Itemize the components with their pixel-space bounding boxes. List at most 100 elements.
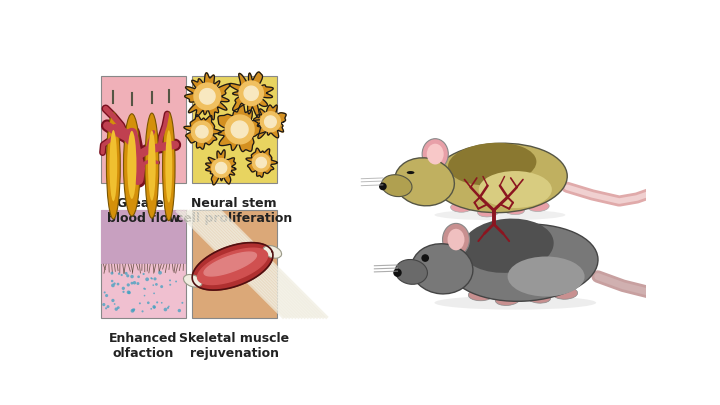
Polygon shape: [216, 162, 227, 173]
Circle shape: [111, 284, 114, 287]
Circle shape: [117, 306, 120, 309]
Polygon shape: [231, 121, 248, 138]
Polygon shape: [225, 115, 254, 144]
Ellipse shape: [127, 131, 137, 199]
Polygon shape: [199, 89, 215, 104]
Circle shape: [181, 302, 184, 304]
Ellipse shape: [495, 294, 520, 305]
Circle shape: [111, 280, 114, 282]
Circle shape: [114, 307, 118, 311]
Circle shape: [150, 277, 152, 279]
Polygon shape: [253, 105, 286, 139]
Polygon shape: [204, 252, 256, 276]
Text: Greater
blood flow: Greater blood flow: [107, 197, 180, 225]
Polygon shape: [265, 116, 276, 128]
Circle shape: [105, 294, 108, 297]
Polygon shape: [246, 148, 277, 177]
Ellipse shape: [434, 209, 565, 220]
Text: Skeletal muscle
rejuvenation: Skeletal muscle rejuvenation: [179, 332, 289, 360]
Circle shape: [130, 282, 133, 285]
Ellipse shape: [528, 201, 549, 211]
Circle shape: [145, 277, 149, 281]
Circle shape: [127, 290, 130, 294]
Ellipse shape: [448, 224, 598, 301]
Circle shape: [127, 291, 131, 294]
Circle shape: [122, 287, 125, 290]
Polygon shape: [196, 126, 208, 138]
Circle shape: [127, 284, 130, 286]
Polygon shape: [229, 72, 273, 118]
Circle shape: [132, 281, 136, 284]
Circle shape: [112, 299, 114, 302]
Ellipse shape: [526, 292, 551, 303]
Polygon shape: [192, 243, 273, 290]
Bar: [192, 210, 276, 318]
Polygon shape: [256, 158, 266, 168]
Ellipse shape: [166, 130, 172, 202]
Circle shape: [144, 295, 145, 296]
Bar: [101, 210, 186, 264]
Ellipse shape: [468, 289, 493, 301]
Circle shape: [421, 254, 429, 262]
Ellipse shape: [462, 219, 554, 273]
Circle shape: [125, 272, 127, 275]
Ellipse shape: [508, 256, 585, 296]
Circle shape: [178, 309, 181, 312]
Ellipse shape: [395, 260, 428, 284]
Ellipse shape: [163, 112, 175, 221]
Circle shape: [168, 306, 170, 307]
Ellipse shape: [503, 205, 524, 215]
Text: Enhanced
olfaction: Enhanced olfaction: [109, 332, 178, 360]
Circle shape: [120, 274, 123, 276]
Circle shape: [107, 305, 109, 308]
Circle shape: [105, 307, 107, 309]
Circle shape: [158, 271, 162, 275]
Ellipse shape: [427, 144, 444, 164]
Ellipse shape: [422, 139, 449, 169]
Bar: [101, 76, 186, 183]
Polygon shape: [252, 153, 270, 171]
Polygon shape: [244, 86, 258, 100]
Ellipse shape: [434, 296, 596, 310]
Circle shape: [114, 303, 115, 305]
Polygon shape: [184, 73, 230, 120]
Ellipse shape: [124, 114, 140, 216]
Ellipse shape: [107, 112, 120, 219]
Circle shape: [155, 283, 158, 286]
Circle shape: [169, 284, 171, 286]
Circle shape: [130, 275, 134, 278]
Circle shape: [161, 302, 163, 304]
Circle shape: [122, 291, 125, 293]
Circle shape: [137, 282, 140, 285]
Polygon shape: [194, 83, 220, 110]
Circle shape: [393, 269, 402, 277]
Ellipse shape: [479, 171, 552, 208]
Circle shape: [126, 274, 130, 277]
Circle shape: [175, 281, 177, 282]
Circle shape: [145, 288, 146, 290]
Ellipse shape: [411, 244, 473, 294]
Circle shape: [156, 301, 158, 303]
Circle shape: [104, 291, 106, 294]
Circle shape: [153, 292, 155, 294]
Circle shape: [151, 278, 153, 279]
Ellipse shape: [145, 113, 159, 218]
Bar: [192, 76, 276, 183]
Circle shape: [113, 282, 116, 285]
Circle shape: [110, 272, 114, 275]
Polygon shape: [218, 103, 266, 151]
Ellipse shape: [448, 229, 464, 250]
Polygon shape: [197, 248, 268, 284]
Circle shape: [117, 283, 120, 286]
Polygon shape: [192, 121, 212, 142]
Polygon shape: [212, 158, 230, 177]
Bar: [101, 210, 186, 318]
Ellipse shape: [448, 143, 536, 185]
Circle shape: [130, 309, 135, 313]
Circle shape: [138, 275, 140, 278]
Circle shape: [147, 301, 150, 304]
Circle shape: [143, 288, 145, 290]
Ellipse shape: [148, 130, 156, 200]
Circle shape: [143, 273, 145, 275]
Ellipse shape: [382, 175, 412, 196]
